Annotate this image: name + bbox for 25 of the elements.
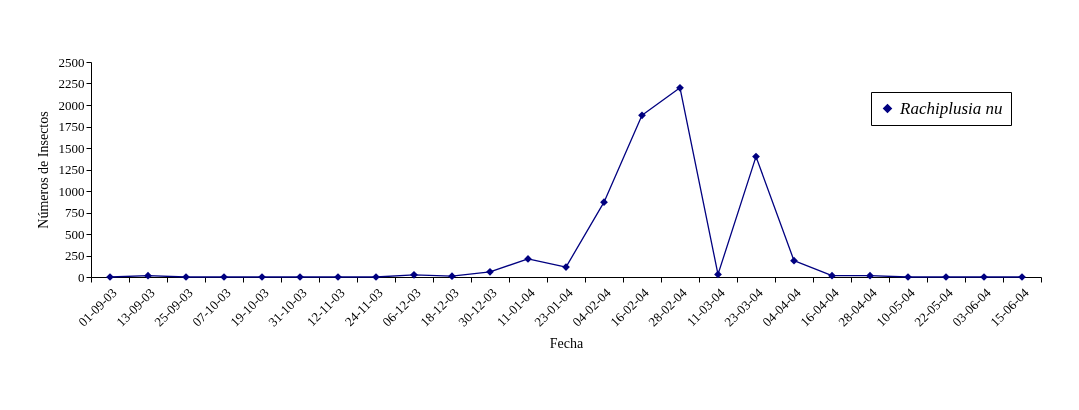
y-tick-label: 1250: [58, 162, 85, 177]
y-tick-label: 250: [65, 248, 85, 263]
point: [144, 271, 152, 280]
y-tick-label: 2250: [58, 76, 85, 91]
point: [714, 270, 722, 279]
legend-label: Rachiplusia nu: [899, 98, 1003, 118]
point: [866, 271, 874, 280]
point: [752, 152, 760, 161]
point: [790, 256, 798, 265]
y-tick-label: 1000: [58, 183, 85, 199]
x-axis-title: Fecha: [549, 336, 584, 352]
point: [486, 267, 494, 276]
point: [676, 83, 684, 92]
y-axis-title: Números de Insectos: [35, 111, 51, 229]
point: [828, 271, 836, 280]
point: [600, 198, 608, 207]
y-tick-label: 500: [65, 226, 85, 242]
y-tick-label: 750: [65, 205, 85, 220]
y-tick-label: 1750: [58, 119, 85, 134]
point: [638, 111, 646, 120]
y-tick-label: 1500: [58, 140, 85, 156]
y-tick-label: 2500: [58, 54, 85, 70]
y-tick-label: 0: [78, 269, 85, 285]
point: [410, 270, 418, 279]
y-tick-label: 2000: [58, 97, 85, 113]
